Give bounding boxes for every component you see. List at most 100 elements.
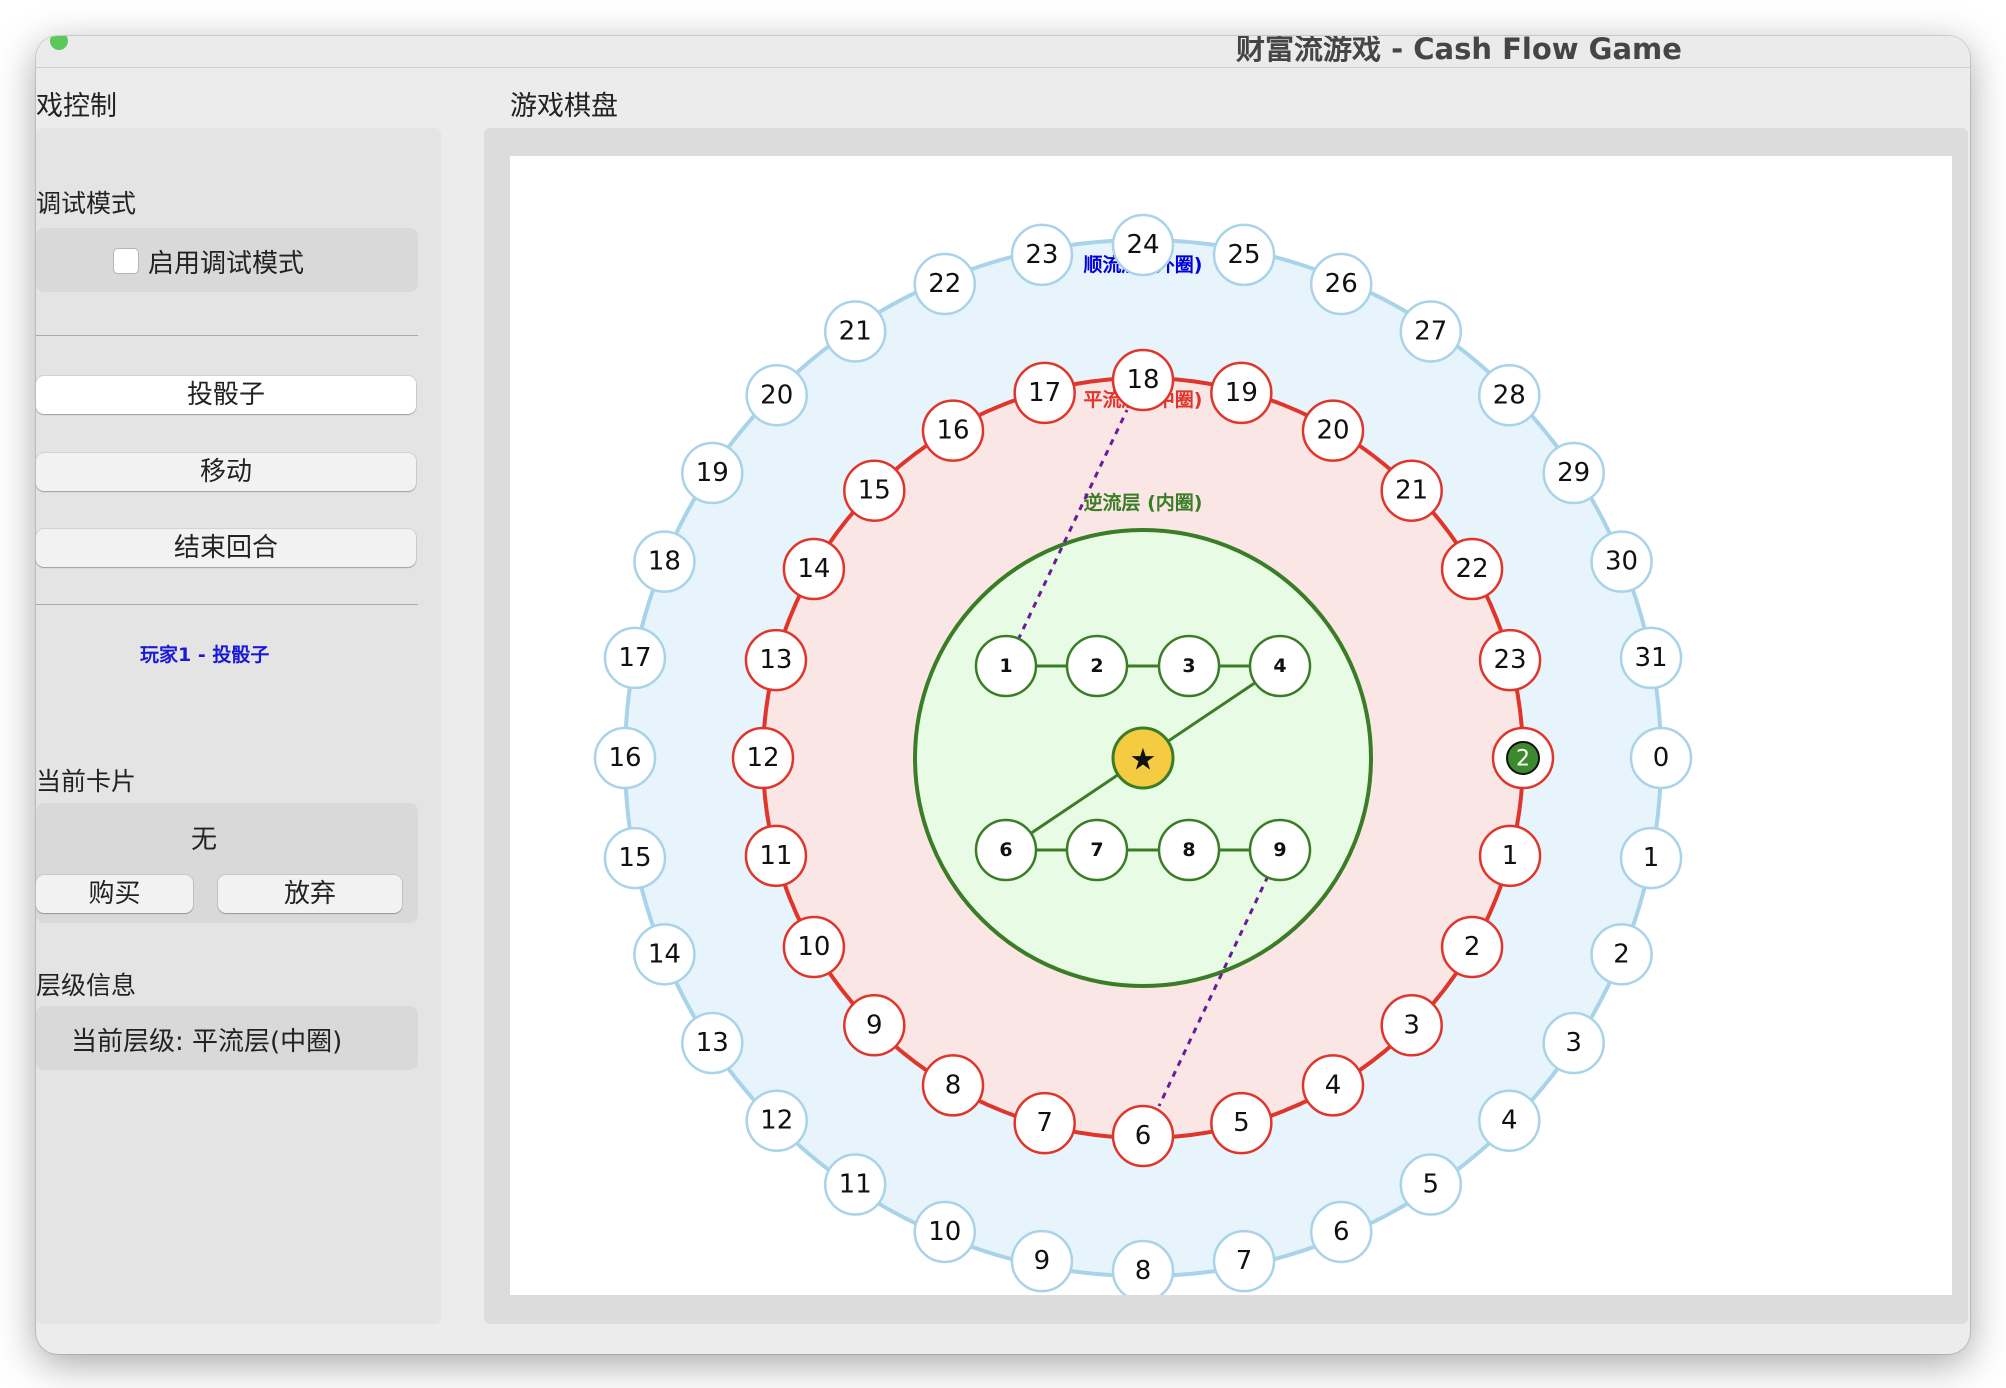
debug-mode-checkbox[interactable]	[113, 248, 139, 274]
outer-space-0[interactable]: 0	[1629, 726, 1693, 790]
outer-space-29-circle[interactable]	[1542, 441, 1605, 505]
outer-space-28-circle[interactable]	[1478, 364, 1541, 427]
middle-space-22-circle[interactable]	[1440, 537, 1504, 601]
middle-space-6-circle[interactable]	[1111, 1104, 1175, 1168]
outer-space-26-circle[interactable]	[1309, 252, 1373, 316]
outer-space-19[interactable]: 19	[681, 441, 744, 505]
inner-space-7-circle[interactable]	[1065, 818, 1129, 882]
buy-button[interactable]: 购买	[36, 875, 193, 913]
outer-space-31[interactable]: 31	[1619, 626, 1683, 690]
middle-space-16-circle[interactable]	[921, 399, 985, 462]
middle-space-14[interactable]: 14	[782, 537, 846, 601]
middle-space-21-circle[interactable]	[1380, 459, 1443, 522]
outer-space-20-circle[interactable]	[745, 364, 808, 427]
middle-space-22[interactable]: 22	[1440, 537, 1504, 601]
middle-space-16[interactable]: 16	[921, 399, 985, 462]
outer-space-17-circle[interactable]	[603, 626, 667, 690]
outer-space-11[interactable]: 11	[823, 1153, 887, 1216]
center-space[interactable]: ★	[1111, 726, 1175, 790]
outer-space-2[interactable]: 2	[1590, 923, 1653, 986]
outer-space-6[interactable]: 6	[1309, 1200, 1373, 1264]
outer-space-6-circle[interactable]	[1309, 1200, 1373, 1264]
middle-space-23-circle[interactable]	[1478, 628, 1542, 692]
outer-space-5-circle[interactable]	[1399, 1153, 1463, 1216]
middle-space-12[interactable]: 12	[731, 726, 795, 790]
outer-space-16[interactable]: 16	[593, 726, 657, 790]
outer-space-21-circle[interactable]	[823, 300, 887, 363]
middle-space-8[interactable]: 8	[921, 1054, 985, 1117]
outer-space-18[interactable]: 18	[633, 530, 696, 593]
outer-space-23[interactable]: 23	[1010, 223, 1074, 287]
middle-space-18-circle[interactable]	[1111, 348, 1175, 412]
outer-space-28[interactable]: 28	[1478, 364, 1541, 427]
outer-space-22-circle[interactable]	[913, 252, 977, 316]
outer-space-31-circle[interactable]	[1619, 626, 1683, 690]
middle-space-4-circle[interactable]	[1301, 1054, 1365, 1117]
outer-space-29[interactable]: 29	[1542, 441, 1605, 505]
outer-space-9-circle[interactable]	[1010, 1229, 1074, 1293]
middle-space-21[interactable]: 21	[1380, 459, 1443, 522]
outer-space-4[interactable]: 4	[1478, 1089, 1541, 1152]
middle-space-15[interactable]: 15	[843, 459, 906, 522]
middle-space-17[interactable]: 17	[1013, 361, 1076, 425]
outer-space-27[interactable]: 27	[1399, 300, 1463, 363]
outer-space-12-circle[interactable]	[745, 1089, 808, 1152]
middle-space-14-circle[interactable]	[782, 537, 846, 601]
middle-space-10[interactable]: 10	[782, 915, 846, 979]
move-button[interactable]: 移动	[36, 453, 416, 491]
inner-space-6-circle[interactable]	[974, 818, 1038, 882]
outer-space-25[interactable]: 25	[1212, 223, 1276, 287]
outer-space-15-circle[interactable]	[603, 826, 667, 890]
outer-space-10-circle[interactable]	[913, 1200, 977, 1264]
middle-space-7[interactable]: 7	[1013, 1091, 1076, 1155]
outer-space-16-circle[interactable]	[593, 726, 657, 790]
inner-space-9-circle[interactable]	[1248, 818, 1312, 882]
outer-space-10[interactable]: 10	[913, 1200, 977, 1264]
outer-space-30[interactable]: 30	[1590, 530, 1653, 593]
outer-space-4-circle[interactable]	[1478, 1089, 1541, 1152]
discard-button[interactable]: 放弃	[218, 875, 402, 913]
game-board[interactable]: 顺流层 (外圈) 平流层 (中圈) 逆流层 (内圈) 0123456789101…	[510, 156, 1952, 1295]
middle-space-3[interactable]: 3	[1380, 994, 1443, 1057]
middle-space-9[interactable]: 9	[843, 994, 906, 1057]
outer-space-22[interactable]: 22	[913, 252, 977, 316]
inner-space-6[interactable]: 6	[974, 818, 1038, 882]
inner-space-2[interactable]: 2	[1065, 634, 1129, 698]
middle-space-5[interactable]: 5	[1210, 1091, 1273, 1155]
window-zoom-button[interactable]	[50, 36, 68, 50]
inner-space-2-circle[interactable]	[1065, 634, 1129, 698]
middle-space-12-circle[interactable]	[731, 726, 795, 790]
debug-mode-label[interactable]: 启用调试模式	[148, 249, 305, 279]
end-turn-button[interactable]: 结束回合	[36, 529, 416, 567]
outer-space-3-circle[interactable]	[1542, 1011, 1605, 1075]
inner-space-3-circle[interactable]	[1157, 634, 1221, 698]
middle-space-19[interactable]: 19	[1210, 361, 1273, 425]
middle-space-23[interactable]: 23	[1478, 628, 1542, 692]
middle-space-10-circle[interactable]	[782, 915, 846, 979]
outer-space-14-circle[interactable]	[633, 923, 696, 986]
inner-space-1-circle[interactable]	[974, 634, 1038, 698]
outer-space-9[interactable]: 9	[1010, 1229, 1074, 1293]
game-board-canvas[interactable]: 顺流层 (外圈) 平流层 (中圈) 逆流层 (内圈) 0 1 2 3 4 5 6 7 8 9 10 1…	[510, 156, 1952, 1295]
outer-space-2-circle[interactable]	[1590, 923, 1653, 986]
inner-space-8[interactable]: 8	[1157, 818, 1221, 882]
outer-space-13[interactable]: 13	[681, 1011, 744, 1075]
middle-space-7-circle[interactable]	[1013, 1091, 1076, 1155]
middle-space-6[interactable]: 6	[1111, 1104, 1175, 1168]
middle-space-1-circle[interactable]	[1478, 824, 1542, 888]
inner-space-4-circle[interactable]	[1248, 634, 1312, 698]
middle-space-13-circle[interactable]	[744, 628, 808, 692]
outer-space-1-circle[interactable]	[1619, 826, 1683, 890]
outer-space-27-circle[interactable]	[1399, 300, 1463, 363]
inner-space-7[interactable]: 7	[1065, 818, 1129, 882]
outer-space-13-circle[interactable]	[681, 1011, 744, 1075]
inner-space-3[interactable]: 3	[1157, 634, 1221, 698]
inner-space-9[interactable]: 9	[1248, 818, 1312, 882]
player-token-circle[interactable]	[1506, 741, 1540, 775]
middle-space-11-circle[interactable]	[744, 824, 808, 888]
outer-space-23-circle[interactable]	[1010, 223, 1074, 287]
middle-space-4[interactable]: 4	[1301, 1054, 1365, 1117]
outer-space-0-circle[interactable]	[1629, 726, 1693, 790]
outer-space-19-circle[interactable]	[681, 441, 744, 505]
outer-space-26[interactable]: 26	[1309, 252, 1373, 316]
